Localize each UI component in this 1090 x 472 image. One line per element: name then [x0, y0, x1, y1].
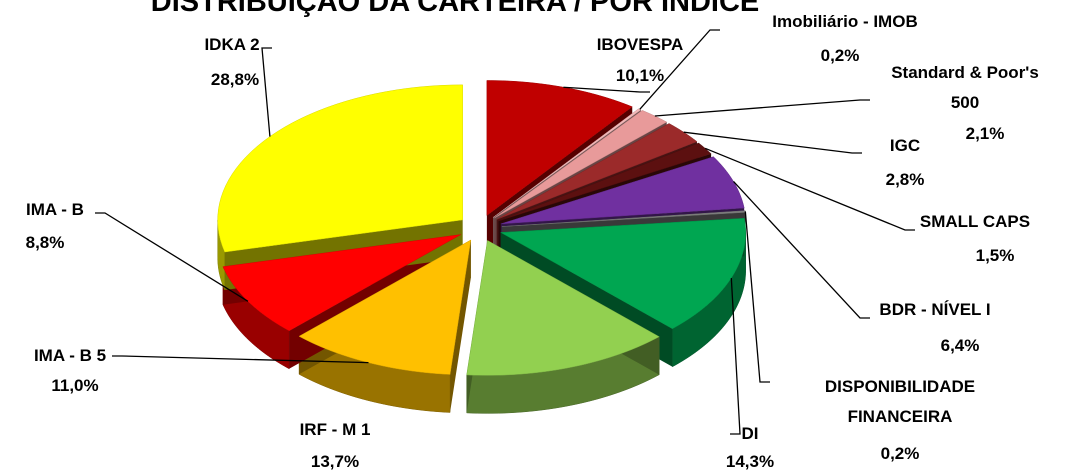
chart-title: DISTRIBUIÇÃO DA CARTEIRA / POR ÍNDICE	[150, 0, 760, 18]
slice-label: IDKA 2	[204, 35, 260, 54]
slice-value-label: 14,3%	[725, 452, 775, 471]
leader-line	[733, 181, 870, 319]
leader-line	[95, 212, 249, 302]
slice-value-label: 0,2%	[820, 46, 860, 65]
slice-label: IMA - B 5	[33, 346, 107, 365]
slice-label: IBOVESPA	[596, 35, 684, 54]
slice-label: SMALL CAPS	[919, 212, 1031, 231]
slice-value-label: 28,8%	[210, 70, 260, 89]
leader-line	[730, 277, 741, 435]
leader-line	[261, 47, 272, 137]
leader-line	[744, 211, 770, 383]
slice-label: IMA - B	[26, 200, 84, 219]
slice-label: IGC	[889, 136, 921, 155]
slice-value-label: 2,1%	[965, 124, 1005, 143]
slice-value-label: 0,2%	[880, 444, 920, 463]
slice-label: Imobiliário - IMOB	[772, 12, 918, 31]
slice-value-label: 11,0%	[51, 376, 99, 395]
slice	[486, 80, 633, 216]
slice	[498, 142, 712, 222]
slice-value-label: 6,4%	[940, 336, 980, 355]
slice-label: DI	[741, 424, 759, 443]
slice-label: Standard & Poor's 500	[891, 63, 1039, 112]
slice-value-label: 8,8%	[25, 233, 65, 252]
leader-line	[704, 147, 915, 231]
slice-value-label: 10,1%	[615, 66, 665, 85]
slice	[466, 240, 660, 376]
slice-edge	[450, 239, 471, 413]
slice-tops	[217, 80, 746, 376]
slice	[496, 123, 698, 220]
leader-line	[563, 86, 650, 93]
leader-line	[112, 355, 369, 364]
slice	[217, 84, 463, 253]
leader-line	[683, 131, 862, 154]
slice-value-label: 1,5%	[975, 246, 1015, 265]
leader-line	[654, 99, 870, 117]
slice-label: IRF - M 1	[299, 420, 371, 439]
slice-value-label: 2,8%	[885, 170, 925, 189]
slice	[493, 108, 642, 218]
leader-line	[639, 29, 720, 110]
slice-value-label: 13,7%	[310, 452, 360, 471]
slice-label: BDR - NÍVEL I	[879, 300, 991, 319]
slice-label: DISPONIBILIDADE FINANCEIRA	[824, 377, 976, 426]
